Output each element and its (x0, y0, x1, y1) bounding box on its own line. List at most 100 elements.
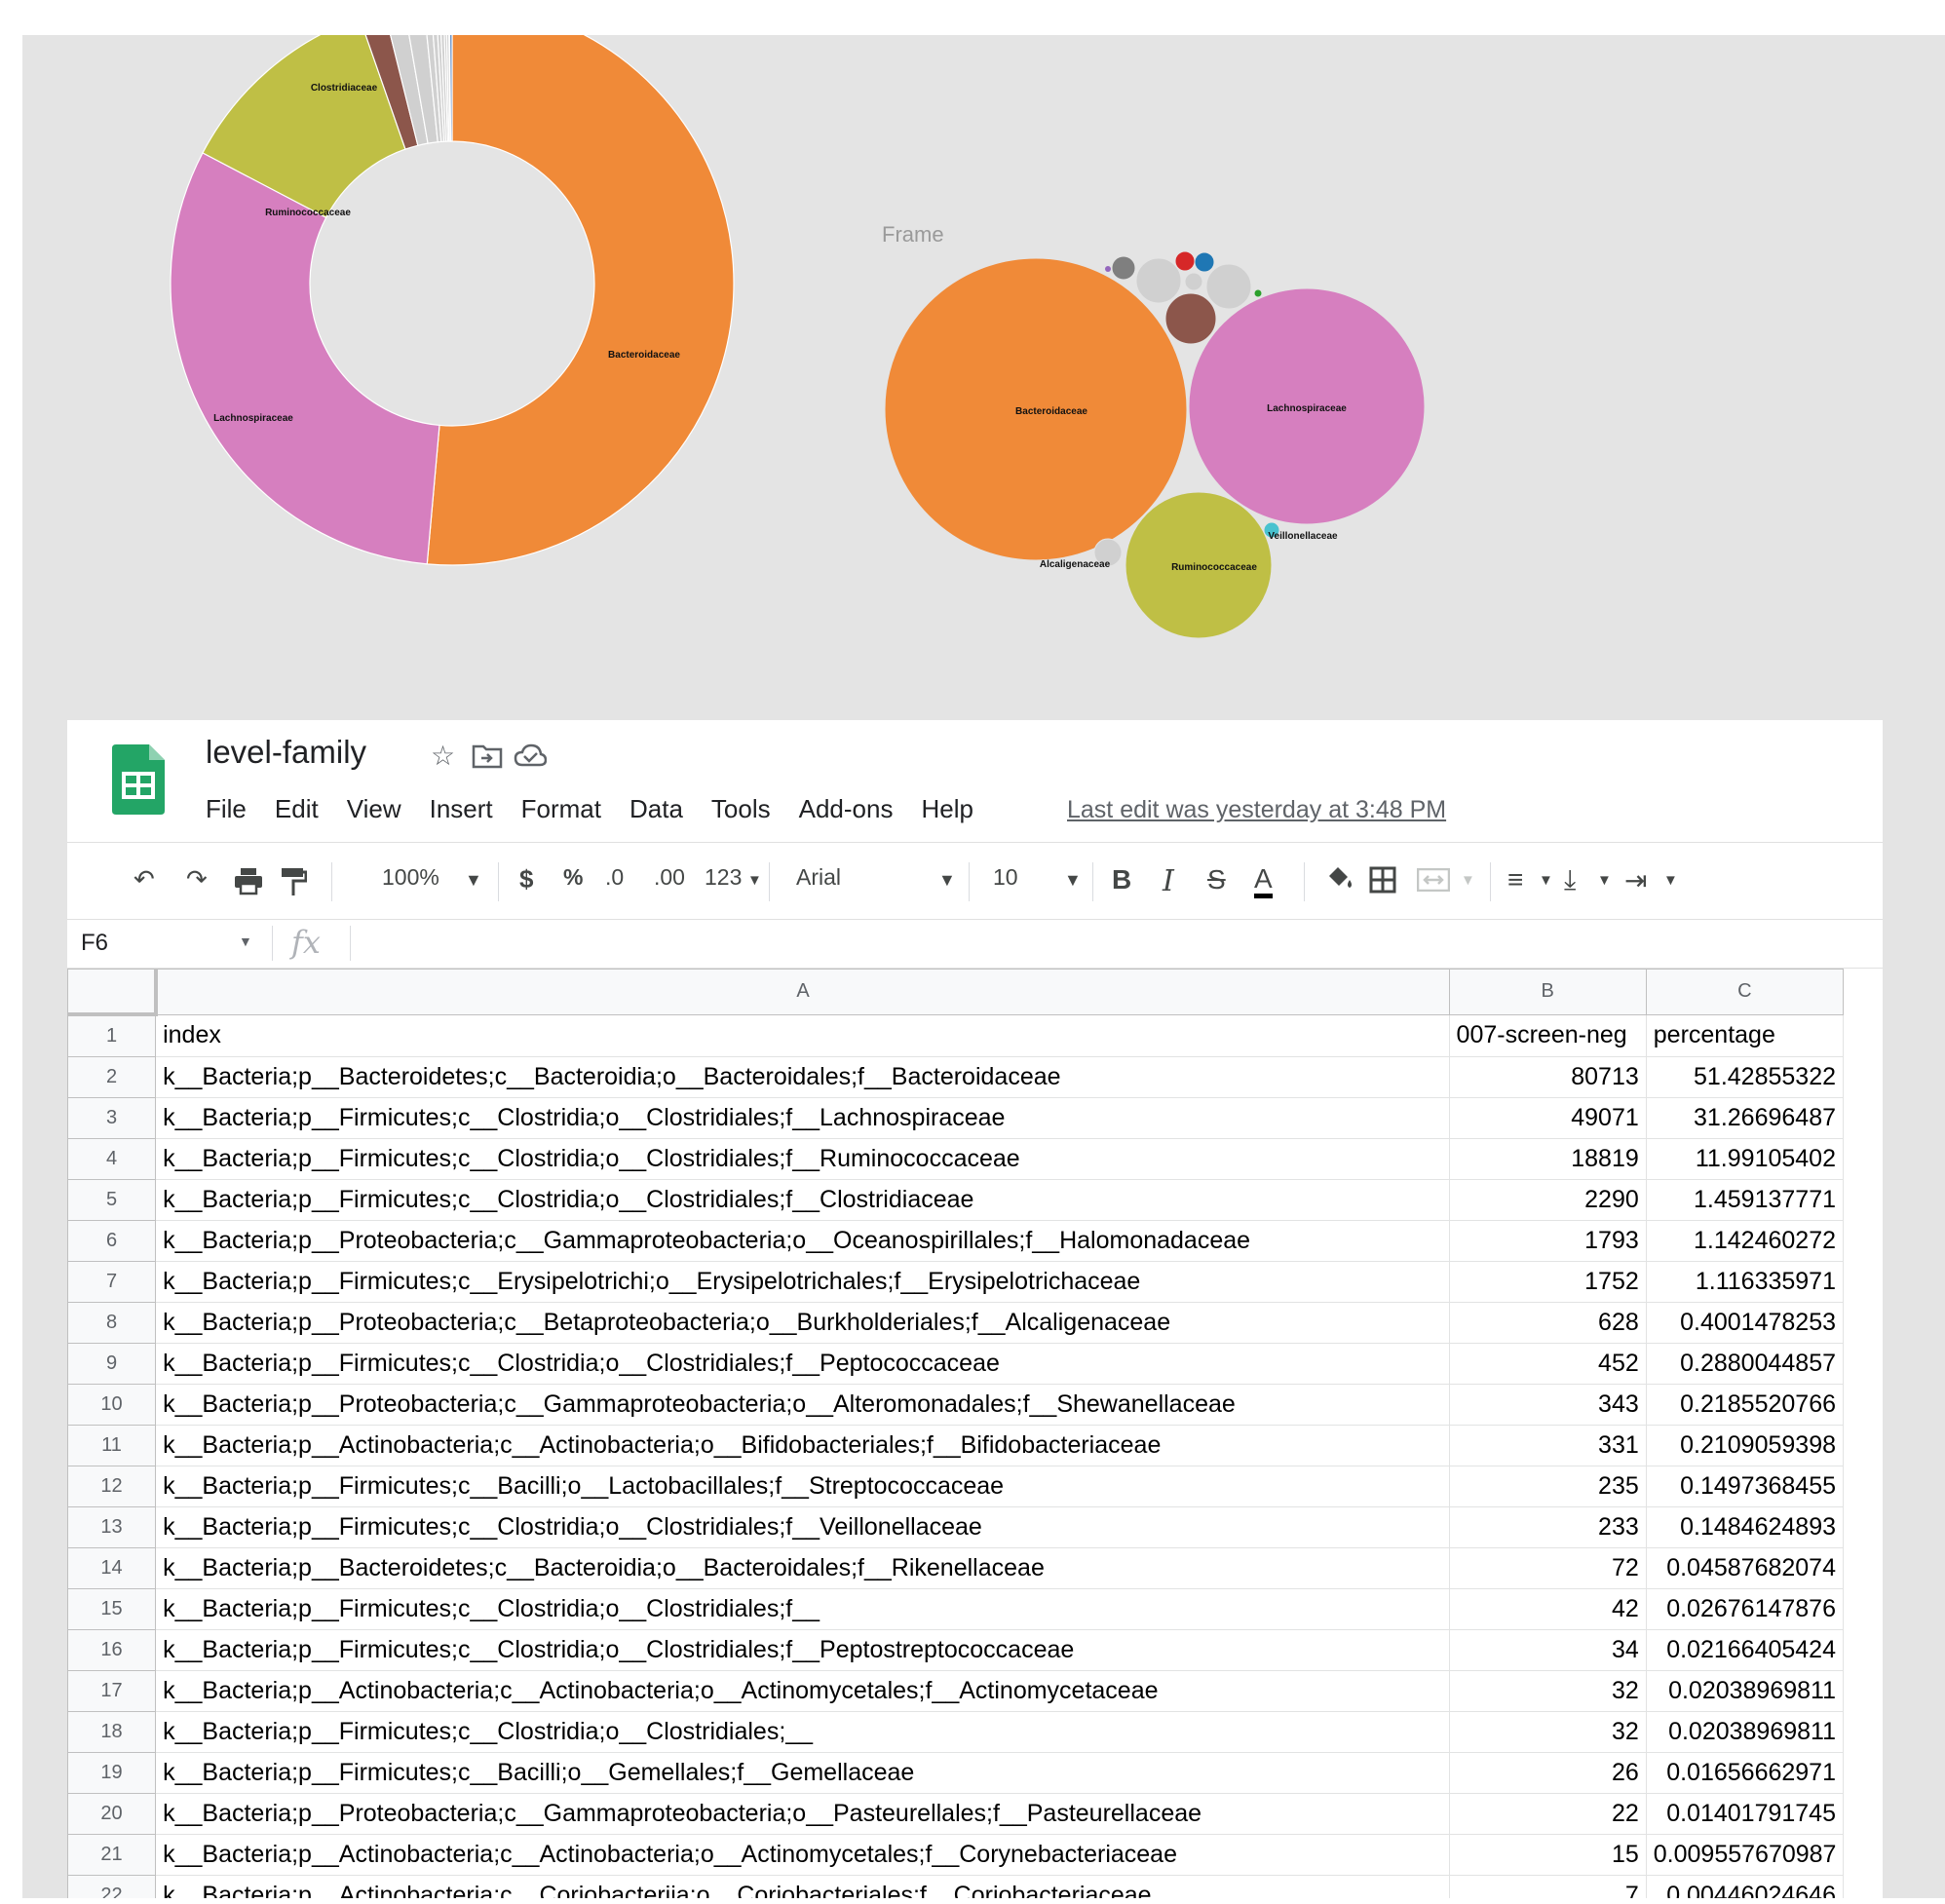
font-size-dropdown-icon[interactable]: ▼ (1064, 870, 1082, 890)
italic-button[interactable]: I (1163, 864, 1174, 898)
row-number[interactable]: 17 (67, 1670, 157, 1712)
cell-a[interactable]: k__Bacteria;p__Firmicutes;c__Clostridia;… (155, 1179, 1450, 1221)
cell-b[interactable]: 80713 (1448, 1056, 1647, 1098)
font-family-select[interactable]: Arial (796, 864, 842, 890)
cell-b[interactable]: 233 (1448, 1506, 1647, 1548)
bubble-veillonellaceae[interactable] (1263, 521, 1280, 539)
last-edit-link[interactable]: Last edit was yesterday at 3:48 PM (1067, 796, 1447, 823)
print-icon[interactable] (233, 866, 264, 895)
cloud-status-icon[interactable] (514, 743, 547, 769)
paint-format-icon[interactable] (280, 866, 307, 897)
cell-b[interactable]: 32 (1448, 1711, 1647, 1753)
cell-b[interactable]: 7 (1448, 1875, 1647, 1898)
cell-c[interactable]: 51.42855322 (1645, 1056, 1845, 1098)
cell-a[interactable]: k__Bacteria;p__Actinobacteria;c__Actinob… (155, 1834, 1450, 1876)
bold-button[interactable]: B (1112, 864, 1132, 895)
cell-a[interactable]: k__Bacteria;p__Firmicutes;c__Clostridia;… (155, 1629, 1450, 1671)
row-number[interactable]: 11 (67, 1425, 157, 1466)
row-number[interactable]: 14 (67, 1547, 157, 1589)
row-number[interactable]: 5 (67, 1179, 157, 1221)
bubble-clostridiaceae[interactable] (1164, 292, 1217, 345)
row-number[interactable]: 13 (67, 1506, 157, 1548)
undo-icon[interactable]: ↶ (133, 864, 155, 894)
cell-a[interactable]: k__Bacteria;p__Actinobacteria;c__Actinob… (155, 1425, 1450, 1466)
row-number[interactable]: 8 (67, 1302, 157, 1344)
cell-c[interactable]: 0.02676147876 (1645, 1588, 1845, 1630)
star-icon[interactable]: ☆ (431, 741, 456, 771)
menu-help[interactable]: Help (921, 794, 973, 823)
menu-file[interactable]: File (206, 794, 247, 823)
currency-button[interactable]: $ (519, 864, 534, 894)
cell-b[interactable]: 49071 (1448, 1097, 1647, 1139)
row-number[interactable]: 4 (67, 1138, 157, 1180)
cell-b[interactable]: 343 (1448, 1384, 1647, 1426)
sheets-logo-icon[interactable] (112, 744, 165, 815)
cell-b[interactable]: 2290 (1448, 1179, 1647, 1221)
cell-c[interactable]: 11.99105402 (1645, 1138, 1845, 1180)
row-number[interactable]: 10 (67, 1384, 157, 1426)
row-number[interactable]: 20 (67, 1793, 157, 1835)
horizontal-align-dropdown-icon[interactable]: ▼ (1539, 872, 1553, 889)
cell-a[interactable]: k__Bacteria;p__Actinobacteria;c__Actinob… (155, 1670, 1450, 1712)
donut-slice-other[interactable] (448, 35, 453, 142)
bubble-erysipelotrichaceae[interactable] (1205, 263, 1252, 310)
bubble-bacteroidaceae[interactable] (884, 257, 1188, 561)
bubble-bifidobacteriaceae[interactable] (1194, 251, 1215, 273)
cell-b[interactable]: 007-screen-neg (1448, 1013, 1647, 1057)
row-number[interactable]: 12 (67, 1466, 157, 1507)
strikethrough-button[interactable]: S (1207, 864, 1226, 895)
cell-a[interactable]: k__Bacteria;p__Firmicutes;c__Clostridia;… (155, 1506, 1450, 1548)
bubble-peptococcaceae[interactable] (1111, 255, 1136, 281)
zoom-dropdown-icon[interactable]: ▼ (465, 870, 482, 890)
font-dropdown-icon[interactable]: ▼ (938, 870, 956, 890)
document-title[interactable]: level-family (206, 734, 367, 770)
cell-b[interactable]: 34 (1448, 1629, 1647, 1671)
row-number[interactable]: 3 (67, 1097, 157, 1139)
borders-icon[interactable] (1369, 866, 1396, 894)
row-number[interactable]: 21 (67, 1834, 157, 1876)
cell-c[interactable]: 0.4001478253 (1645, 1302, 1845, 1344)
bubble-halomonadaceae[interactable] (1135, 257, 1182, 304)
menu-addons[interactable]: Add-ons (798, 794, 894, 823)
name-box[interactable]: F6 (81, 930, 109, 956)
cell-c[interactable]: 0.00446024646 (1645, 1875, 1845, 1898)
cell-c[interactable]: 0.04587682074 (1645, 1547, 1845, 1589)
cell-a[interactable]: k__Bacteria;p__Firmicutes;c__Bacilli;o__… (155, 1466, 1450, 1507)
bubble-small-marker[interactable] (1105, 266, 1111, 272)
bubble-streptococcaceae[interactable] (1184, 272, 1203, 291)
zoom-select[interactable]: 100% (382, 864, 439, 890)
cell-c[interactable]: 31.26696487 (1645, 1097, 1845, 1139)
cell-a[interactable]: k__Bacteria;p__Firmicutes;c__Clostridia;… (155, 1711, 1450, 1753)
cell-b[interactable]: 331 (1448, 1425, 1647, 1466)
cell-a[interactable]: k__Bacteria;p__Bacteroidetes;c__Bacteroi… (155, 1547, 1450, 1589)
merge-dropdown-icon[interactable]: ▼ (1461, 872, 1475, 889)
column-header-c[interactable]: C (1645, 969, 1845, 1015)
cell-b[interactable]: 1752 (1448, 1261, 1647, 1303)
cell-a[interactable]: k__Bacteria;p__Firmicutes;c__Clostridia;… (155, 1588, 1450, 1630)
select-all-corner[interactable] (67, 969, 158, 1016)
cell-b[interactable]: 15 (1448, 1834, 1647, 1876)
bubble-ruminococcaceae[interactable] (1125, 491, 1273, 639)
cell-c[interactable]: 0.2880044857 (1645, 1343, 1845, 1385)
row-number[interactable]: 7 (67, 1261, 157, 1303)
increase-decimal-button[interactable]: .00 (654, 864, 685, 890)
column-header-b[interactable]: B (1448, 969, 1647, 1015)
fill-color-icon[interactable] (1324, 864, 1355, 894)
cell-c[interactable]: 0.01401791745 (1645, 1793, 1845, 1835)
formula-input[interactable] (360, 924, 1821, 963)
decrease-decimal-button[interactable]: .0 (605, 864, 625, 890)
bubble-lachnospiraceae[interactable] (1188, 287, 1426, 525)
cell-a[interactable]: k__Bacteria;p__Firmicutes;c__Clostridia;… (155, 1097, 1450, 1139)
row-number[interactable]: 19 (67, 1752, 157, 1794)
cell-a[interactable]: k__Bacteria;p__Proteobacteria;c__Gammapr… (155, 1220, 1450, 1262)
move-to-folder-icon[interactable] (472, 743, 503, 769)
donut-slice-bacteroidaceae[interactable] (426, 35, 735, 566)
horizontal-align-icon[interactable]: ≡ (1507, 864, 1524, 895)
row-number[interactable]: 2 (67, 1056, 157, 1098)
row-number[interactable]: 15 (67, 1588, 157, 1630)
cell-a[interactable]: k__Bacteria;p__Firmicutes;c__Clostridia;… (155, 1343, 1450, 1385)
bubble-shewanellaceae[interactable] (1174, 250, 1196, 272)
row-number[interactable]: 6 (67, 1220, 157, 1262)
more-formats-button[interactable]: 123 (705, 864, 743, 890)
row-number[interactable]: 1 (67, 1013, 157, 1057)
